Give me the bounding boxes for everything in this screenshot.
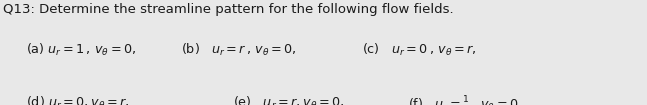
- Text: (d) $u_r = 0, v_\theta = r$,: (d) $u_r = 0, v_\theta = r$,: [26, 94, 129, 105]
- Text: (c)   $u_r = 0\,,\,v_\theta = r$,: (c) $u_r = 0\,,\,v_\theta = r$,: [362, 42, 477, 58]
- Text: (e)   $u_r = r, v_\theta = 0$,: (e) $u_r = r, v_\theta = 0$,: [233, 94, 344, 105]
- Text: (b)   $u_r = r\,,\,v_\theta = 0$,: (b) $u_r = r\,,\,v_\theta = 0$,: [181, 42, 297, 58]
- Text: Q13: Determine the streamline pattern for the following flow fields.: Q13: Determine the streamline pattern fo…: [3, 3, 454, 16]
- Text: (f)   $u_r = \frac{1}{r}\,,\,v_\theta = 0$.: (f) $u_r = \frac{1}{r}\,,\,v_\theta = 0$…: [408, 94, 521, 105]
- Text: (a) $u_r = 1\,,\,v_\theta = 0$,: (a) $u_r = 1\,,\,v_\theta = 0$,: [26, 42, 137, 58]
